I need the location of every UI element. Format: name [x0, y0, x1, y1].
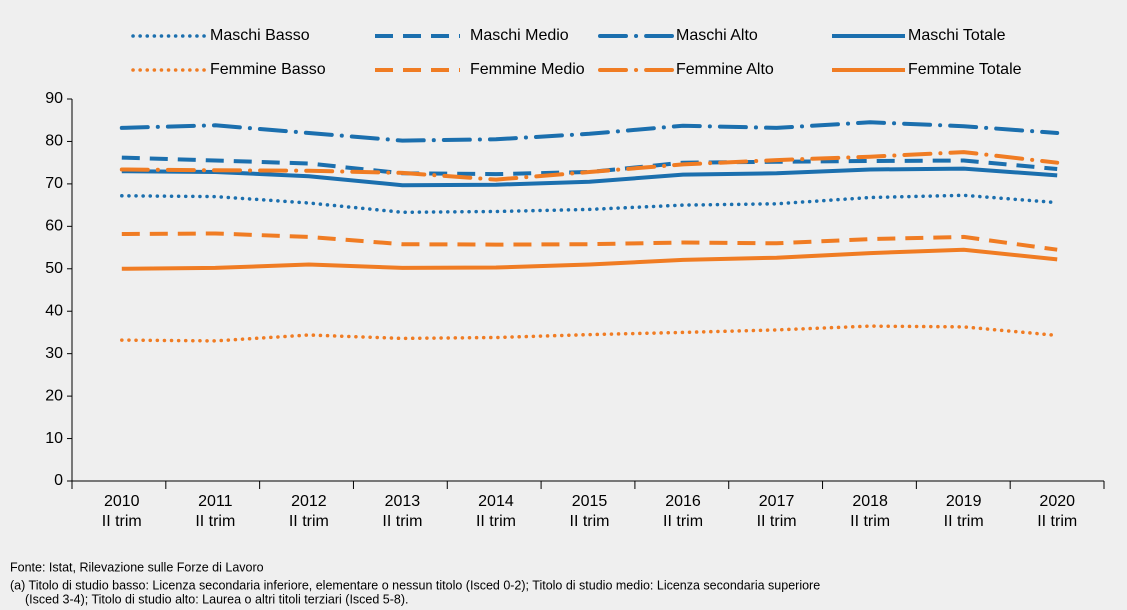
series-line: [121, 247, 1058, 271]
series-line: [120, 193, 1059, 215]
x-tick-label: 2012: [291, 493, 327, 510]
x-tick-label: 2015: [572, 493, 608, 510]
footnote: (a) Titolo di studio basso: Licenza seco…: [10, 578, 820, 592]
y-tick-label: 70: [45, 175, 63, 192]
series-line: [121, 155, 1058, 177]
x-tick-label: 2017: [759, 493, 795, 510]
x-tick-label: 2013: [385, 493, 421, 510]
x-tick-label: II trim: [663, 513, 703, 530]
y-tick-label: 0: [54, 472, 63, 489]
x-tick-label: 2014: [478, 493, 514, 510]
x-tick-label: II trim: [195, 513, 235, 530]
series-line: [119, 150, 1060, 182]
legend-label: Maschi Totale: [908, 27, 1006, 44]
legend-label: Femmine Alto: [676, 61, 774, 78]
legend-label: Maschi Basso: [210, 27, 310, 44]
series-line: [121, 166, 1058, 188]
x-tick-label: II trim: [1037, 513, 1077, 530]
legend-label: Maschi Alto: [676, 27, 758, 44]
x-tick-label: II trim: [476, 513, 516, 530]
x-tick-label: 2016: [665, 493, 701, 510]
y-tick-label: 40: [45, 302, 63, 319]
y-tick-label: 50: [45, 260, 63, 277]
x-tick-label: 2011: [198, 493, 233, 510]
footnote: (Isced 3-4); Titolo di studio alto: Laur…: [25, 592, 409, 606]
x-tick-label: II trim: [289, 513, 329, 530]
series-line: [120, 324, 1059, 343]
series-line: [119, 120, 1060, 143]
x-tick-label: 2018: [852, 493, 888, 510]
x-tick-label: II trim: [850, 513, 890, 530]
legend-label: Maschi Medio: [470, 27, 569, 44]
x-tick-label: 2010: [104, 493, 140, 510]
y-tick-label: 90: [45, 90, 63, 107]
x-tick-label: 2020: [1039, 493, 1075, 510]
legend-label: Femmine Basso: [210, 61, 326, 78]
x-tick-label: II trim: [944, 513, 984, 530]
y-tick-label: 80: [45, 133, 63, 150]
x-tick-label: II trim: [757, 513, 797, 530]
footnote: Fonte: Istat, Rilevazione sulle Forze di…: [10, 560, 264, 574]
legend-label: Femmine Medio: [470, 61, 585, 78]
x-tick-label: 2019: [946, 493, 982, 510]
x-tick-label: II trim: [382, 513, 422, 530]
y-tick-label: 60: [45, 218, 63, 235]
x-tick-label: II trim: [570, 513, 610, 530]
x-tick-label: II trim: [102, 513, 142, 530]
y-tick-label: 10: [45, 430, 63, 447]
y-tick-label: 30: [45, 345, 63, 362]
y-tick-label: 20: [45, 387, 63, 404]
series-line: [121, 231, 1058, 252]
legend-label: Femmine Totale: [908, 61, 1022, 78]
